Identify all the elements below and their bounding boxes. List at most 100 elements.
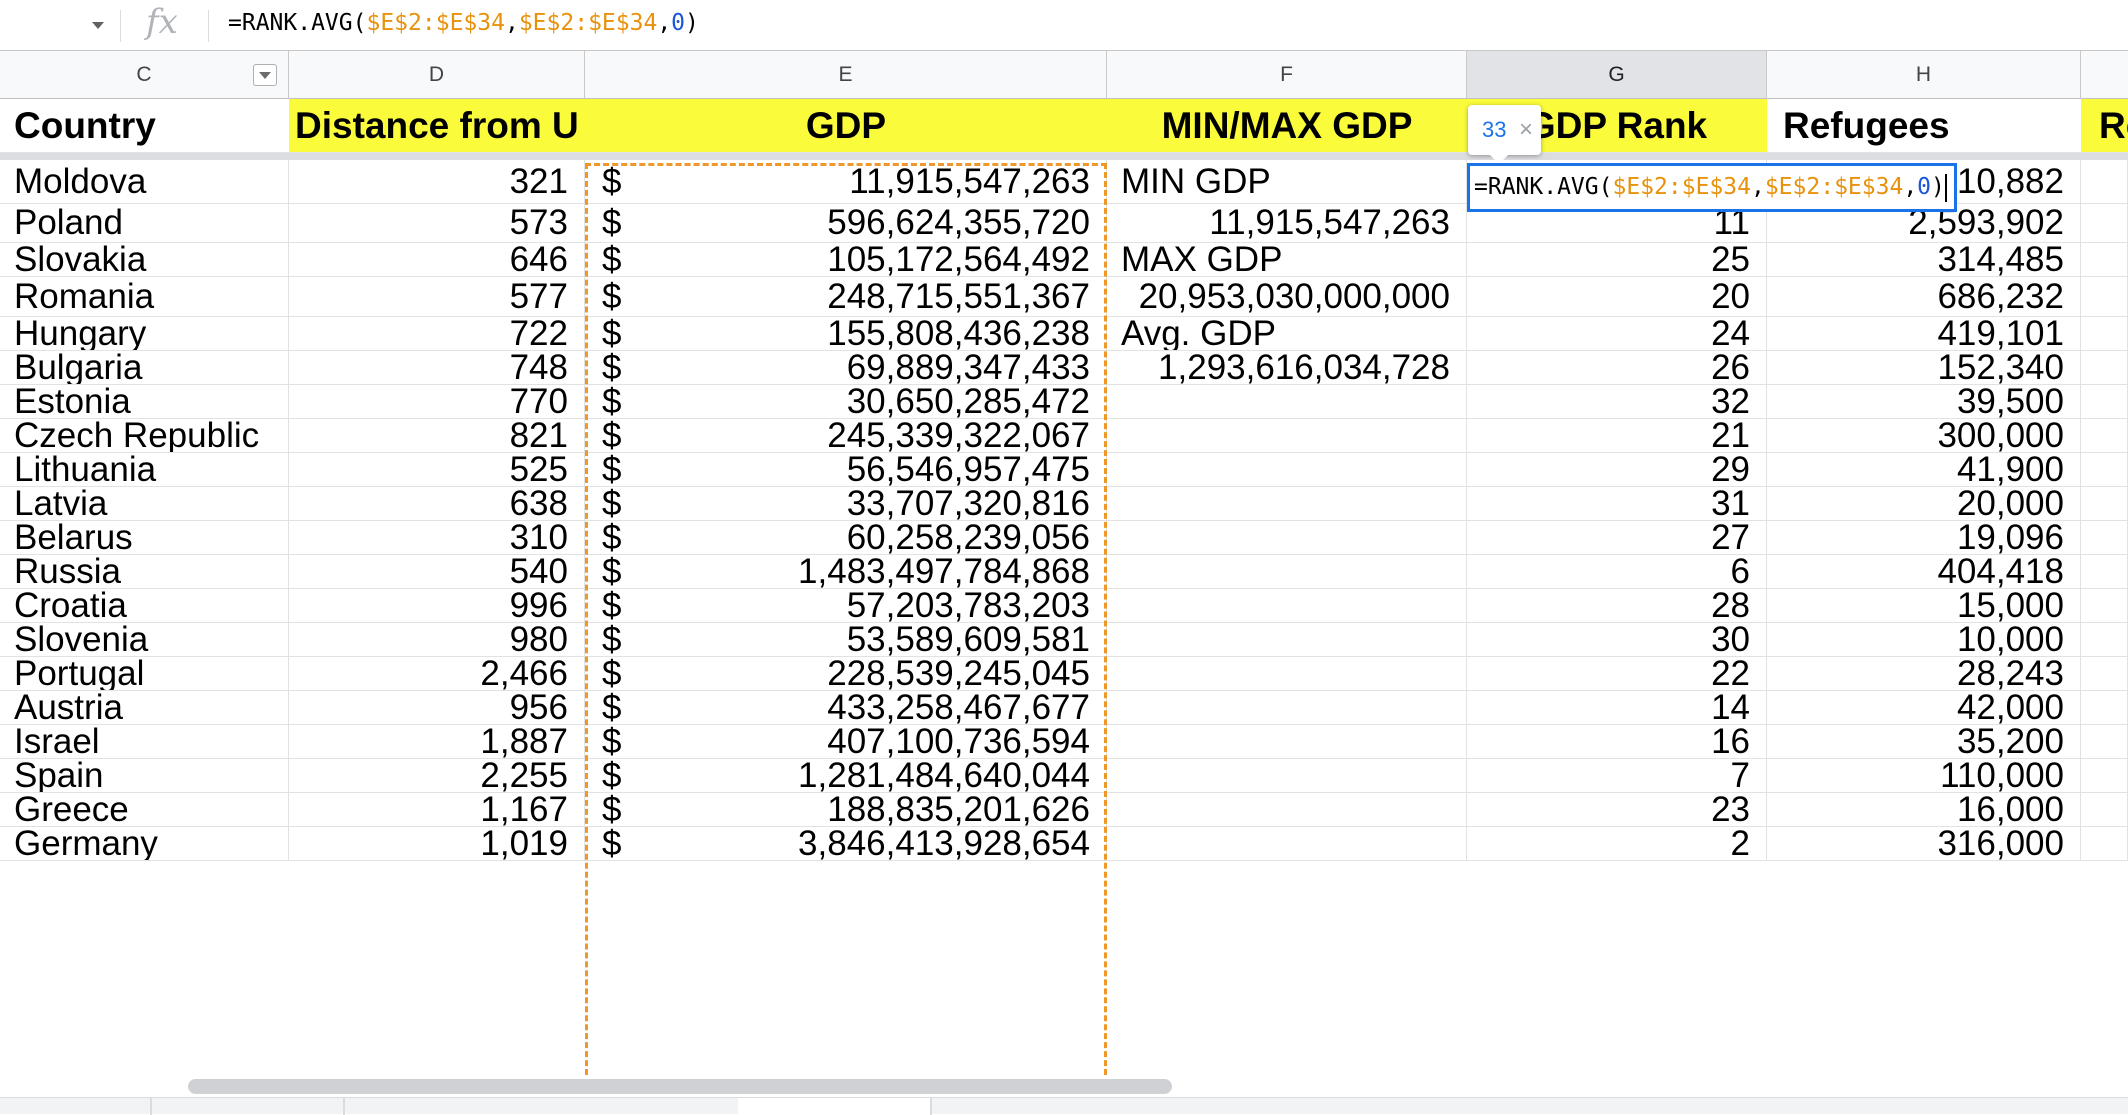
cell-gdp[interactable]: $433,258,467,677 [585, 691, 1107, 724]
cell-refugees[interactable]: 39,500 [1767, 385, 2081, 418]
cell-country[interactable]: Israel [0, 725, 289, 758]
cell-refugees[interactable]: 316,000 [1767, 827, 2081, 860]
cell-empty[interactable] [2081, 243, 2128, 276]
cell-distance[interactable]: 577 [289, 277, 585, 316]
cell-empty[interactable] [2081, 521, 2128, 554]
cell-gdp[interactable]: $33,707,320,816 [585, 487, 1107, 520]
cell-formula-editor[interactable]: =RANK.AVG($E$2:$E$34,$E$2:$E$34,0) [1467, 163, 1957, 212]
cell-gdp[interactable]: $1,281,484,640,044 [585, 759, 1107, 792]
cell-refugees[interactable]: 300,000 [1767, 419, 2081, 452]
cell-gdp[interactable]: $30,650,285,472 [585, 385, 1107, 418]
cell-distance[interactable]: 2,466 [289, 657, 585, 690]
cell-gdp[interactable]: $3,846,413,928,654 [585, 827, 1107, 860]
cell-refugees[interactable]: 419,101 [1767, 317, 2081, 350]
cell-country[interactable]: Czech Republic [0, 419, 289, 452]
scrollbar-thumb[interactable] [188, 1079, 1172, 1094]
column-header-i[interactable] [2081, 51, 2128, 98]
cell-minmax[interactable]: Avg. GDP [1107, 317, 1467, 350]
cell-rank[interactable]: 20 [1467, 277, 1767, 316]
cell-refugees[interactable]: 16,000 [1767, 793, 2081, 826]
cell-rank[interactable]: 2 [1467, 827, 1767, 860]
cell-gdp[interactable]: $53,589,609,581 [585, 623, 1107, 656]
cell-empty[interactable] [2081, 317, 2128, 350]
cell-refugees[interactable]: 404,418 [1767, 555, 2081, 588]
cell-refugees[interactable]: 41,900 [1767, 453, 2081, 486]
cell-minmax[interactable]: MAX GDP [1107, 243, 1467, 276]
cell-empty[interactable] [2081, 725, 2128, 758]
cell-minmax[interactable] [1107, 657, 1467, 690]
cell-distance[interactable]: 956 [289, 691, 585, 724]
cell-gdp[interactable]: $57,203,783,203 [585, 589, 1107, 622]
cell-empty[interactable] [2081, 623, 2128, 656]
cell-distance[interactable]: 525 [289, 453, 585, 486]
cell-minmax[interactable] [1107, 419, 1467, 452]
cell-gdp[interactable]: $60,258,239,056 [585, 521, 1107, 554]
cell-rank[interactable]: 26 [1467, 351, 1767, 384]
column-header-d[interactable]: D [289, 51, 585, 98]
cell-distance[interactable]: 2,255 [289, 759, 585, 792]
cell-empty[interactable] [2081, 277, 2128, 316]
cell-rank[interactable]: 7 [1467, 759, 1767, 792]
cell-country[interactable]: Croatia [0, 589, 289, 622]
cell-empty[interactable] [2081, 487, 2128, 520]
cell-minmax[interactable] [1107, 521, 1467, 554]
cell-distance[interactable]: 1,887 [289, 725, 585, 758]
cell-empty[interactable] [2081, 589, 2128, 622]
cell-distance[interactable]: 1,167 [289, 793, 585, 826]
cell-distance[interactable]: 321 [289, 160, 585, 203]
cell-country[interactable]: Slovakia [0, 243, 289, 276]
cell-refugees[interactable]: 42,000 [1767, 691, 2081, 724]
cell-empty[interactable] [2081, 555, 2128, 588]
cell-minmax[interactable]: 1,293,616,034,728 [1107, 351, 1467, 384]
frozen-row-divider[interactable] [0, 153, 2128, 160]
cell-empty[interactable] [2081, 351, 2128, 384]
cell-gdp[interactable]: $155,808,436,238 [585, 317, 1107, 350]
cell-minmax[interactable] [1107, 623, 1467, 656]
cell-empty[interactable] [2081, 160, 2128, 203]
cell-rank[interactable]: 32 [1467, 385, 1767, 418]
column-header-f[interactable]: F [1107, 51, 1467, 98]
cell-country[interactable]: Bulgaria [0, 351, 289, 384]
cell-distance[interactable]: 770 [289, 385, 585, 418]
cell-country[interactable]: Slovenia [0, 623, 289, 656]
cell-rank[interactable]: 22 [1467, 657, 1767, 690]
header-refugees[interactable]: Refugees [1783, 104, 1950, 146]
cell-gdp[interactable]: $105,172,564,492 [585, 243, 1107, 276]
cell-empty[interactable] [2081, 453, 2128, 486]
cell-minmax[interactable] [1107, 385, 1467, 418]
cell-empty[interactable] [2081, 419, 2128, 452]
cell-gdp[interactable]: $248,715,551,367 [585, 277, 1107, 316]
cell-empty[interactable] [2081, 691, 2128, 724]
cell-country[interactable]: Greece [0, 793, 289, 826]
header-min-max-gdp[interactable]: MIN/MAX GDP [1107, 99, 1467, 152]
cell-rank[interactable]: 16 [1467, 725, 1767, 758]
cell-minmax[interactable] [1107, 827, 1467, 860]
cell-gdp[interactable]: $245,339,322,067 [585, 419, 1107, 452]
cell-distance[interactable]: 540 [289, 555, 585, 588]
cell-country[interactable]: Estonia [0, 385, 289, 418]
header-next-column[interactable]: Re [2081, 99, 2128, 152]
cell-country[interactable]: Russia [0, 555, 289, 588]
cell-minmax[interactable] [1107, 759, 1467, 792]
formula-input[interactable]: =RANK.AVG($E$2:$E$34,$E$2:$E$34,0) [228, 10, 699, 36]
column-header-e[interactable]: E [585, 51, 1107, 98]
cell-rank[interactable]: 27 [1467, 521, 1767, 554]
cell-refugees[interactable]: 152,340 [1767, 351, 2081, 384]
cell-rank[interactable]: 25 [1467, 243, 1767, 276]
cell-refugees[interactable]: 10,000 [1767, 623, 2081, 656]
sheet-tab-active[interactable] [738, 1098, 930, 1115]
header-gdp[interactable]: GDP [585, 99, 1107, 152]
cell-gdp[interactable]: $228,539,245,045 [585, 657, 1107, 690]
cell-gdp[interactable]: $188,835,201,626 [585, 793, 1107, 826]
cell-gdp[interactable]: $596,624,355,720 [585, 204, 1107, 242]
column-header-c[interactable]: C [0, 51, 289, 98]
cell-rank[interactable]: 28 [1467, 589, 1767, 622]
cell-minmax[interactable] [1107, 793, 1467, 826]
cell-country[interactable]: Poland [0, 204, 289, 242]
cell-rank[interactable]: 23 [1467, 793, 1767, 826]
cell-rank[interactable]: 14 [1467, 691, 1767, 724]
cell-country[interactable]: Germany [0, 827, 289, 860]
cell-distance[interactable]: 821 [289, 419, 585, 452]
cell-minmax[interactable]: MIN GDP [1107, 160, 1467, 203]
cell-country[interactable]: Moldova [0, 160, 289, 203]
